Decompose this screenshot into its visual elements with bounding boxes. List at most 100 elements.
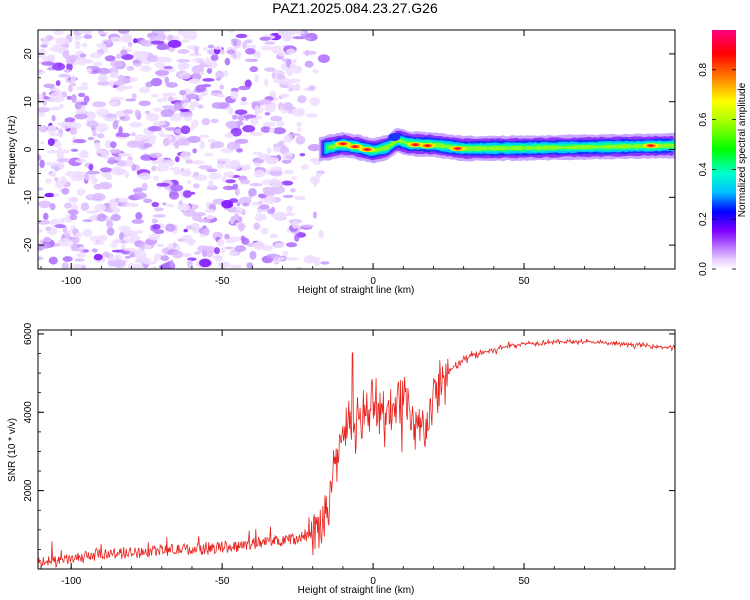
noise-blob xyxy=(250,117,259,126)
noise-blob xyxy=(83,34,93,40)
noise-blob xyxy=(282,102,294,111)
noise-blob xyxy=(139,140,145,147)
noise-blob xyxy=(150,40,165,45)
signal-peak-core xyxy=(648,144,654,147)
noise-blob xyxy=(129,253,136,258)
noise-blob xyxy=(70,75,77,84)
noise-blob xyxy=(114,197,120,203)
noise-blob xyxy=(202,46,208,51)
snr-frame xyxy=(37,329,676,570)
noise-blob xyxy=(154,61,165,68)
noise-blob xyxy=(140,65,152,72)
noise-blob xyxy=(75,159,87,163)
noise-blob xyxy=(118,168,127,173)
noise-blob xyxy=(216,77,221,81)
noise-blob xyxy=(38,154,42,161)
snr-x-label: Height of straight line (km) xyxy=(298,585,415,596)
noise-blob xyxy=(126,140,141,148)
noise-blob xyxy=(224,132,234,139)
noise-blob xyxy=(206,68,213,74)
noise-blob xyxy=(63,121,73,126)
noise-blob xyxy=(81,264,87,269)
noise-blob xyxy=(190,191,196,195)
noise-blob xyxy=(191,119,199,128)
noise-blob xyxy=(232,114,238,120)
noise-blob xyxy=(260,227,269,235)
noise-blob xyxy=(135,212,143,220)
snr-series-line xyxy=(38,337,675,568)
noise-blob xyxy=(188,53,203,57)
snr-x-tick-label: 50 xyxy=(518,576,530,587)
noise-blob xyxy=(124,159,134,167)
noise-blob xyxy=(64,202,73,209)
noise-blob xyxy=(48,54,56,61)
noise-blob xyxy=(60,217,66,224)
spectrogram-y-label: Frequency (Hz) xyxy=(7,116,18,185)
noise-blob xyxy=(89,235,100,242)
noise-blob xyxy=(68,209,79,216)
noise-blob xyxy=(230,90,239,100)
signal-bump xyxy=(388,133,401,142)
noise-blob xyxy=(157,120,166,126)
noise-blob xyxy=(106,227,115,236)
noise-blob xyxy=(121,53,134,61)
noise-blob xyxy=(110,96,125,101)
noise-blob xyxy=(192,148,197,154)
noise-blob xyxy=(45,226,52,231)
noise-blob xyxy=(180,151,191,160)
spectrogram-y-tick-label: 20 xyxy=(23,48,34,60)
noise-blob xyxy=(245,48,256,55)
noise-blob xyxy=(199,71,204,76)
noise-blob xyxy=(165,82,178,88)
noise-blob xyxy=(289,63,297,69)
noise-blob xyxy=(220,246,226,254)
noise-blob xyxy=(271,233,276,238)
noise-blob xyxy=(66,95,73,100)
noise-blob xyxy=(141,182,148,192)
noise-blob xyxy=(47,138,55,147)
noise-blob xyxy=(281,159,292,164)
noise-blob xyxy=(320,261,330,265)
noise-blob xyxy=(104,55,116,62)
noise-blob xyxy=(291,59,297,64)
noise-blob xyxy=(252,241,265,250)
noise-blob xyxy=(285,242,298,248)
noise-blob xyxy=(293,30,305,35)
noise-blob xyxy=(124,255,131,259)
noise-blob xyxy=(221,102,230,108)
noise-blob xyxy=(277,30,288,37)
noise-blob xyxy=(50,172,57,178)
noise-blob xyxy=(71,236,80,244)
noise-blob xyxy=(109,148,122,154)
noise-blob xyxy=(93,61,103,66)
noise-blob xyxy=(81,43,88,48)
noise-blob xyxy=(124,202,135,207)
noise-blob xyxy=(224,233,230,240)
noise-blob xyxy=(264,103,276,113)
noise-blob xyxy=(125,98,137,102)
noise-blob xyxy=(122,109,134,115)
noise-blob xyxy=(216,94,225,98)
noise-blob xyxy=(234,245,247,252)
noise-blob xyxy=(167,34,174,42)
noise-blob xyxy=(297,95,307,104)
noise-blob xyxy=(67,54,79,61)
noise-blob xyxy=(286,205,293,215)
noise-blob xyxy=(92,130,97,137)
noise-blobs xyxy=(38,30,330,269)
noise-blob xyxy=(51,44,63,53)
noise-blob xyxy=(234,213,239,219)
noise-blob xyxy=(91,248,98,253)
noise-blob xyxy=(230,127,242,137)
noise-blob xyxy=(150,94,160,98)
noise-blob xyxy=(38,94,45,103)
noise-blob xyxy=(235,33,248,39)
snr-x-tick-label: 0 xyxy=(370,576,376,587)
noise-blob xyxy=(112,120,119,130)
noise-blob xyxy=(169,113,183,122)
noise-blob xyxy=(116,53,122,59)
noise-blob xyxy=(110,242,118,248)
noise-blob xyxy=(259,36,271,41)
noise-blob xyxy=(68,84,73,93)
